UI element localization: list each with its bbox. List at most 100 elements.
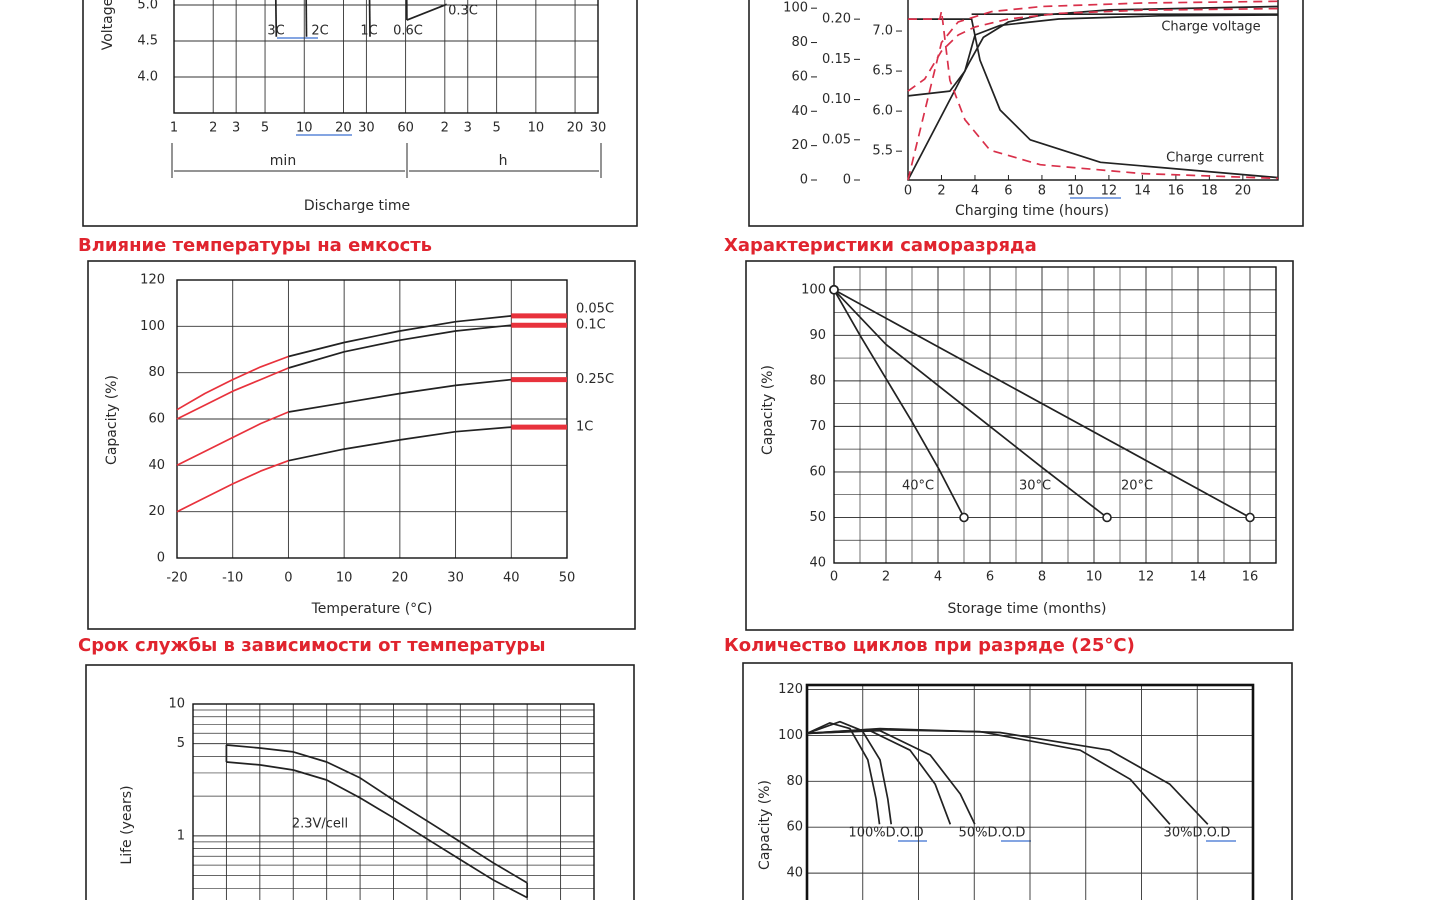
x-tick-label: 10 [296, 121, 313, 136]
series-label: 20°C [1121, 479, 1153, 494]
y-tick-label: 60 [809, 464, 826, 479]
y-tick-label: 40 [809, 556, 826, 571]
series-label: 0.25C [576, 372, 614, 387]
curve [908, 18, 1279, 179]
x-tick-label: 20 [392, 571, 409, 586]
x-tick-label: 12 [1138, 570, 1155, 585]
y-tick-label: 0 [800, 173, 808, 188]
series-label: 0.05C [576, 301, 614, 316]
y-axis-title: Capacity (%) [104, 375, 120, 465]
y-tick-label: 120 [778, 682, 803, 697]
curve [176, 355, 289, 411]
series-label: 30°C [1019, 479, 1051, 494]
y-tick-label: 0 [843, 173, 851, 188]
x-tick-label: 5 [261, 121, 269, 136]
plot-border [805, 683, 1255, 900]
x-tick-label: 4 [971, 184, 979, 199]
x-tick-label: 16 [1242, 570, 1259, 585]
x-tick-label: 30 [358, 121, 375, 136]
y-tick-label: 100 [140, 319, 165, 334]
x-tick-label: 3 [232, 121, 240, 136]
x-tick-label: 8 [1038, 184, 1046, 199]
y-tick-label: 4.0 [137, 70, 158, 85]
y-tick-label: 80 [791, 35, 808, 50]
curve [288, 324, 512, 369]
x-tick-label: 60 [397, 121, 414, 136]
x-tick-label: 5 [493, 121, 501, 136]
curve [806, 729, 952, 825]
x-tick-label: 0 [904, 184, 912, 199]
y-tick-label: 80 [148, 365, 165, 380]
curve [226, 744, 528, 884]
y-tick-label: 7.0 [872, 24, 893, 39]
x-axis-title: Temperature (°C) [311, 601, 433, 617]
curve [907, 7, 1279, 92]
curve [907, 5, 1279, 181]
series-label: 1C [576, 420, 593, 435]
x-tick-label: 3 [464, 121, 472, 136]
y-tick-label: 100 [783, 1, 808, 16]
annotation: Charge current [1166, 151, 1264, 166]
section-title: Влияние температуры на емкость [78, 235, 432, 256]
panel-frame [742, 662, 1293, 900]
x-axis-title: Charging time (hours) [955, 203, 1109, 219]
series-label: 3C [267, 24, 284, 39]
y-tick-label: 70 [809, 419, 826, 434]
x-tick-label: 2 [937, 184, 945, 199]
curve [305, 0, 308, 37]
x-tick-label: 6 [986, 570, 994, 585]
series-label: 40°C [902, 479, 934, 494]
link-underlines [277, 37, 1236, 842]
curve [226, 761, 528, 899]
point [959, 512, 969, 523]
curve [368, 0, 371, 37]
x-tick-label: 2 [209, 121, 217, 136]
series-label: 0.6C [393, 24, 423, 39]
annotation: 50%D.O.D [959, 826, 1026, 841]
y-tick-label: 0.15 [822, 52, 851, 67]
x-tick-label: 20 [335, 121, 352, 136]
y-tick-label: 4.5 [137, 34, 158, 49]
curve [406, 3, 448, 21]
curve [806, 728, 1171, 825]
y-tick-label: 100 [778, 728, 803, 743]
y-axis-title: Capacity (%) [757, 780, 773, 870]
x-tick-label: 1 [170, 121, 178, 136]
y-tick-label: 20 [148, 504, 165, 519]
plot-border [173, 0, 599, 114]
section-title: Количество циклов при разряде (25°C) [724, 635, 1135, 656]
curve [288, 378, 512, 413]
x-tick-label: 10 [528, 121, 545, 136]
x-tick-label: 6 [1004, 184, 1012, 199]
y-tick-label: 1 [177, 828, 185, 843]
curve [176, 367, 289, 420]
plot-border [833, 266, 1277, 564]
x-tick-label: 8 [1038, 570, 1046, 585]
curve [176, 411, 289, 467]
panel-frame [748, 0, 1304, 227]
x-group-label: h [499, 153, 508, 169]
panel-frame [85, 664, 635, 900]
section-title: Характеристики саморазряда [724, 235, 1037, 256]
curve [288, 315, 512, 358]
panel-frame [87, 260, 636, 630]
x-tick-label: 14 [1134, 184, 1151, 199]
y-axis-title: Life (years) [119, 785, 135, 864]
y-tick-label: 10 [168, 697, 185, 712]
annotation: 100%D.O.D [848, 826, 923, 841]
x-tick-label: 16 [1168, 184, 1185, 199]
curve [288, 426, 512, 462]
x-tick-label: 10 [336, 571, 353, 586]
x-tick-label: 20 [1235, 184, 1252, 199]
plot-border [907, 0, 1279, 181]
x-tick-label: 2 [882, 570, 890, 585]
x-tick-label: 20 [567, 121, 584, 136]
point [1245, 512, 1255, 523]
y-tick-label: 0.20 [822, 12, 851, 27]
annotation: 30%D.O.D [1164, 826, 1231, 841]
annotation: 2.3V/cell [292, 817, 348, 832]
point [1102, 512, 1112, 523]
x-tick-label: 2 [441, 121, 449, 136]
